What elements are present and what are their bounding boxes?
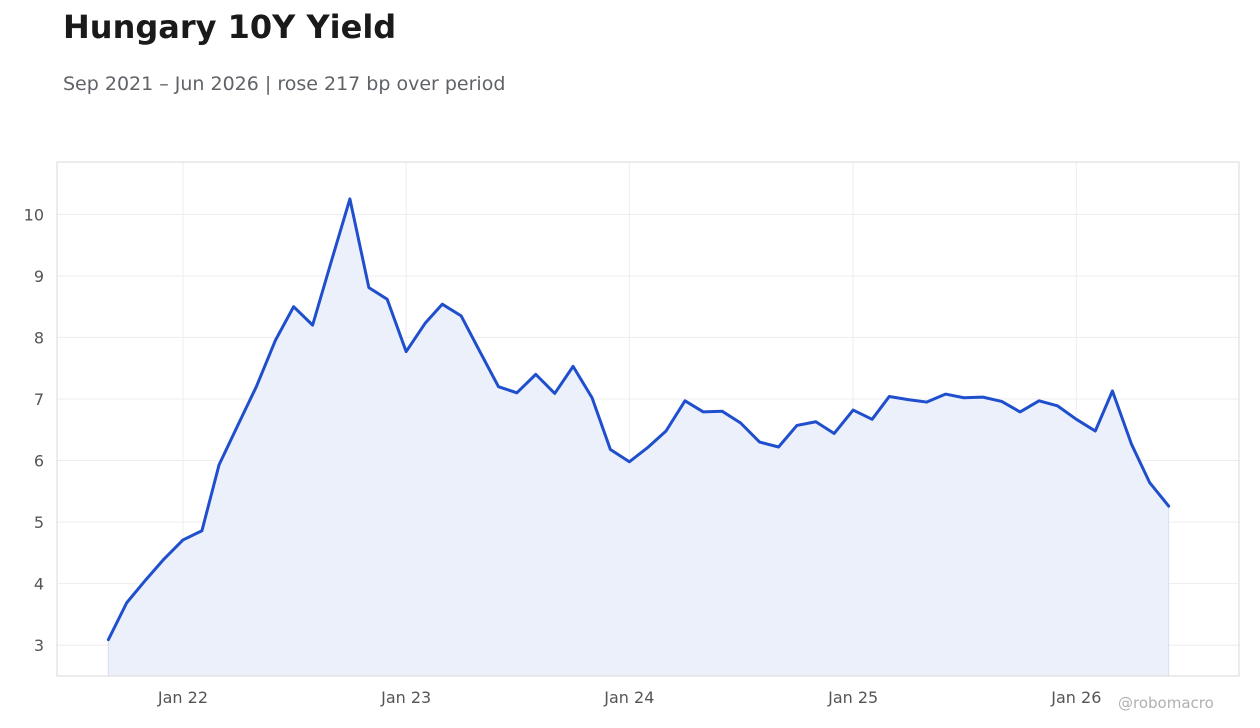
series-line — [106, 197, 1171, 642]
x-axis-ticks: Jan 22 Jan 23 Jan 24 Jan 25 Jan 26 — [157, 688, 1101, 707]
data-point — [385, 297, 390, 302]
data-point — [943, 392, 948, 397]
data-point — [106, 637, 111, 642]
data-point — [1093, 429, 1098, 434]
data-point — [571, 364, 576, 369]
data-point — [291, 304, 296, 309]
data-point — [627, 459, 632, 464]
data-point — [273, 338, 278, 343]
data-point — [217, 462, 222, 467]
y-tick-label: 8 — [34, 328, 44, 347]
data-point — [477, 348, 482, 353]
data-point — [870, 417, 875, 422]
data-point — [851, 408, 856, 413]
data-point — [701, 409, 706, 414]
data-point — [738, 421, 743, 426]
data-point — [347, 196, 352, 201]
data-point — [533, 372, 538, 377]
data-point — [1055, 403, 1060, 408]
y-tick-label: 4 — [34, 575, 44, 594]
data-point — [1074, 417, 1079, 422]
data-point — [310, 323, 315, 328]
data-point — [887, 394, 892, 399]
x-tick-label: Jan 24 — [603, 688, 654, 707]
data-point — [961, 395, 966, 400]
y-tick-label: 7 — [34, 390, 44, 409]
data-point — [199, 528, 204, 533]
y-tick-label: 5 — [34, 513, 44, 532]
data-point — [1018, 409, 1023, 414]
data-point — [162, 557, 167, 562]
data-point — [757, 440, 762, 445]
x-tick-label: Jan 25 — [827, 688, 878, 707]
y-tick-label: 10 — [24, 205, 44, 224]
data-point — [552, 391, 557, 396]
data-point — [180, 537, 185, 542]
x-tick-label: Jan 22 — [157, 688, 208, 707]
data-point — [1129, 441, 1134, 446]
data-point — [1147, 480, 1152, 485]
area-fill — [107, 198, 1170, 677]
plot-frame — [56, 161, 1240, 677]
data-point — [329, 258, 334, 263]
data-point — [254, 384, 259, 389]
data-point — [423, 321, 428, 326]
data-point — [1110, 388, 1115, 393]
data-point — [440, 302, 445, 307]
data-point — [366, 285, 371, 290]
data-point — [832, 431, 837, 436]
data-point — [514, 390, 519, 395]
data-point — [682, 398, 687, 403]
data-point — [646, 445, 651, 450]
data-point — [980, 395, 985, 400]
x-tick-label: Jan 23 — [380, 688, 431, 707]
data-point — [813, 419, 818, 424]
y-tick-label: 9 — [34, 267, 44, 286]
y-tick-label: 6 — [34, 452, 44, 471]
data-point — [590, 395, 595, 400]
data-point — [404, 349, 409, 354]
watermark: @robomacro — [1118, 694, 1214, 712]
data-point — [776, 445, 781, 450]
data-point — [1037, 398, 1042, 403]
data-point — [664, 429, 669, 434]
data-point — [794, 423, 799, 428]
chart-subtitle: Sep 2021 – Jun 2026 | rose 217 bp over p… — [63, 73, 506, 95]
y-axis-ticks: 3 4 5 6 7 8 9 10 — [24, 205, 44, 655]
chart-title: Hungary 10Y Yield — [63, 8, 397, 46]
data-point — [236, 422, 241, 427]
y-tick-label: 3 — [34, 636, 44, 655]
data-point — [924, 400, 929, 405]
data-point — [143, 577, 148, 582]
data-point — [496, 384, 501, 389]
data-point — [124, 600, 129, 605]
data-point — [906, 397, 911, 402]
data-point — [720, 409, 725, 414]
x-tick-label: Jan 26 — [1050, 688, 1101, 707]
data-point — [608, 447, 613, 452]
data-point — [459, 313, 464, 318]
data-point — [999, 399, 1004, 404]
data-point — [1166, 504, 1171, 509]
